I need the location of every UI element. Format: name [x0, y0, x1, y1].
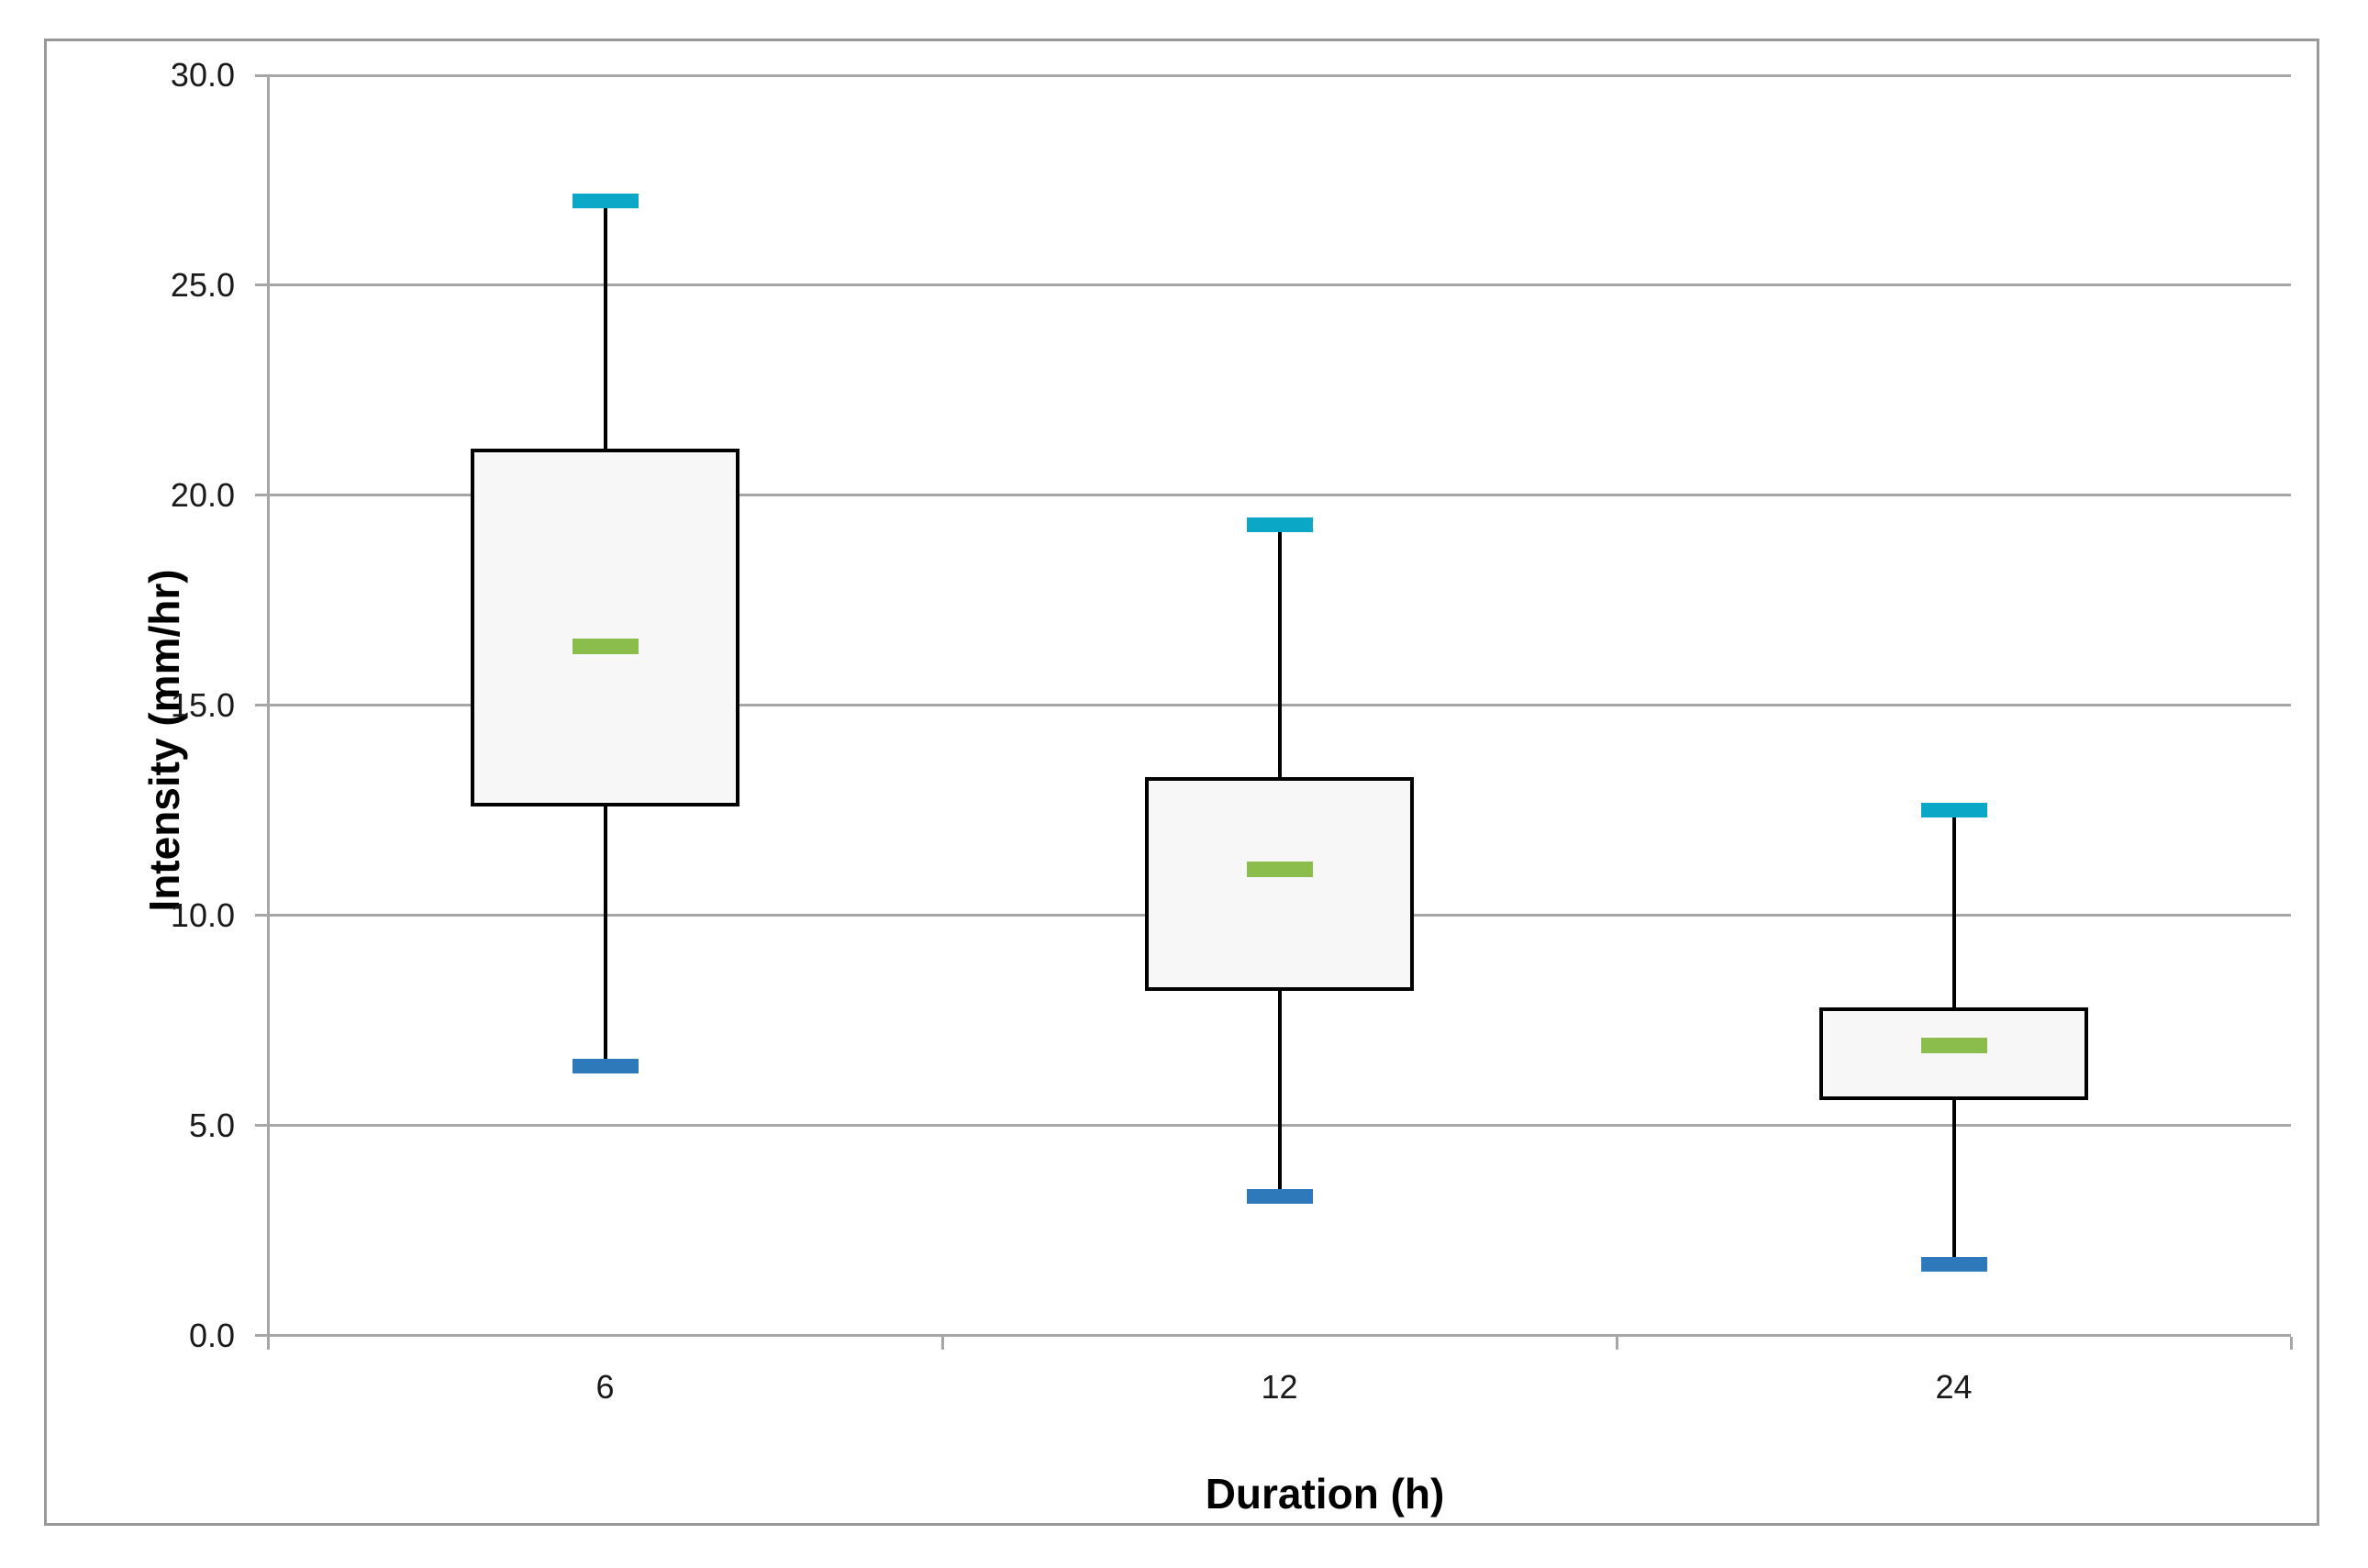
whisker-high-cap — [1920, 803, 1987, 818]
upper-whisker — [1951, 810, 1956, 1008]
median-marker — [1246, 861, 1313, 877]
x-axis-tick — [266, 1337, 270, 1350]
x-category-label: 6 — [595, 1368, 615, 1406]
x-axis-title: Duration (h) — [1205, 1470, 1445, 1518]
median-marker — [572, 639, 639, 655]
whisker-high-cap — [1246, 517, 1313, 532]
y-axis-tick — [255, 73, 268, 77]
plot-area: 0.0 5.0 10.0 15.0 20.0 25.0 30.0 6 12 24 — [47, 41, 2317, 1523]
x-axis-tick — [940, 1337, 944, 1350]
upper-whisker — [1277, 524, 1282, 777]
y-axis-tick — [255, 704, 268, 707]
y-tick-label: 30.0 — [170, 56, 235, 94]
whisker-low-cap — [1920, 1256, 1987, 1272]
y-tick-label: 15.0 — [170, 685, 235, 724]
gridline — [268, 284, 2291, 287]
chart-outer-border: Intensity (mm/hr) Duration (h) 0.0 5.0 10.… — [44, 39, 2319, 1526]
y-tick-label: 0.0 — [188, 1316, 235, 1354]
y-axis-tick — [255, 1334, 268, 1337]
lower-whisker — [1277, 991, 1282, 1197]
whisker-low-cap — [572, 1059, 639, 1074]
gridline — [268, 1334, 2291, 1337]
y-tick-label: 5.0 — [188, 1106, 235, 1144]
y-axis-tick — [255, 494, 268, 497]
whisker-high-cap — [572, 194, 639, 209]
y-tick-label: 10.0 — [170, 895, 235, 934]
whisker-low-cap — [1246, 1189, 1313, 1205]
upper-whisker — [603, 201, 607, 450]
iqr-box — [1145, 776, 1414, 992]
y-tick-label: 20.0 — [170, 475, 235, 514]
x-axis-tick — [2289, 1337, 2293, 1350]
iqr-box — [471, 449, 739, 806]
lower-whisker — [603, 806, 607, 1067]
y-axis-tick — [255, 1124, 268, 1128]
x-category-label: 24 — [1935, 1368, 1973, 1406]
y-tick-label: 25.0 — [170, 265, 235, 304]
median-marker — [1920, 1038, 1987, 1054]
gridline — [268, 73, 2291, 77]
y-axis-line — [266, 75, 270, 1339]
x-axis-tick — [1615, 1337, 1618, 1350]
y-axis-tick — [255, 284, 268, 287]
gridline — [268, 494, 2291, 497]
y-axis-tick — [255, 914, 268, 917]
x-category-label: 12 — [1261, 1368, 1298, 1406]
lower-whisker — [1951, 1100, 1956, 1264]
iqr-box — [1819, 1007, 2088, 1101]
